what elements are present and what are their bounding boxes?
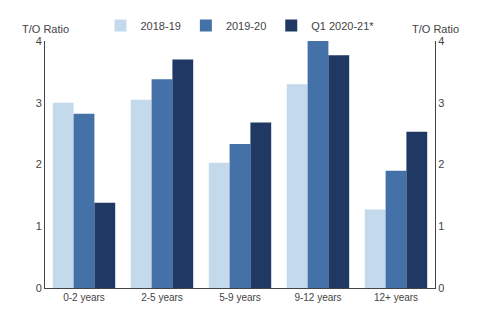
svg-text:3: 3 — [36, 97, 42, 109]
svg-text:2018-19: 2018-19 — [141, 20, 181, 32]
svg-text:9-12 years: 9-12 years — [294, 292, 341, 303]
svg-text:T/O Ratio: T/O Ratio — [22, 23, 69, 35]
svg-text:4: 4 — [438, 35, 444, 47]
svg-text:2: 2 — [36, 158, 42, 170]
svg-text:1: 1 — [36, 220, 42, 232]
svg-text:2: 2 — [438, 158, 444, 170]
svg-text:T/O Ratio: T/O Ratio — [412, 23, 459, 35]
svg-text:5-9 years: 5-9 years — [219, 292, 261, 303]
svg-text:1: 1 — [438, 220, 444, 232]
svg-text:12+ years: 12+ years — [374, 292, 418, 303]
svg-text:0: 0 — [438, 282, 444, 294]
svg-text:4: 4 — [36, 35, 42, 47]
svg-text:0-2 years: 0-2 years — [63, 292, 105, 303]
svg-text:2-5 years: 2-5 years — [141, 292, 183, 303]
svg-text:Q1 2020-21*: Q1 2020-21* — [311, 20, 374, 32]
svg-text:2019-20: 2019-20 — [226, 20, 266, 32]
svg-text:3: 3 — [438, 97, 444, 109]
svg-text:0: 0 — [36, 282, 42, 294]
